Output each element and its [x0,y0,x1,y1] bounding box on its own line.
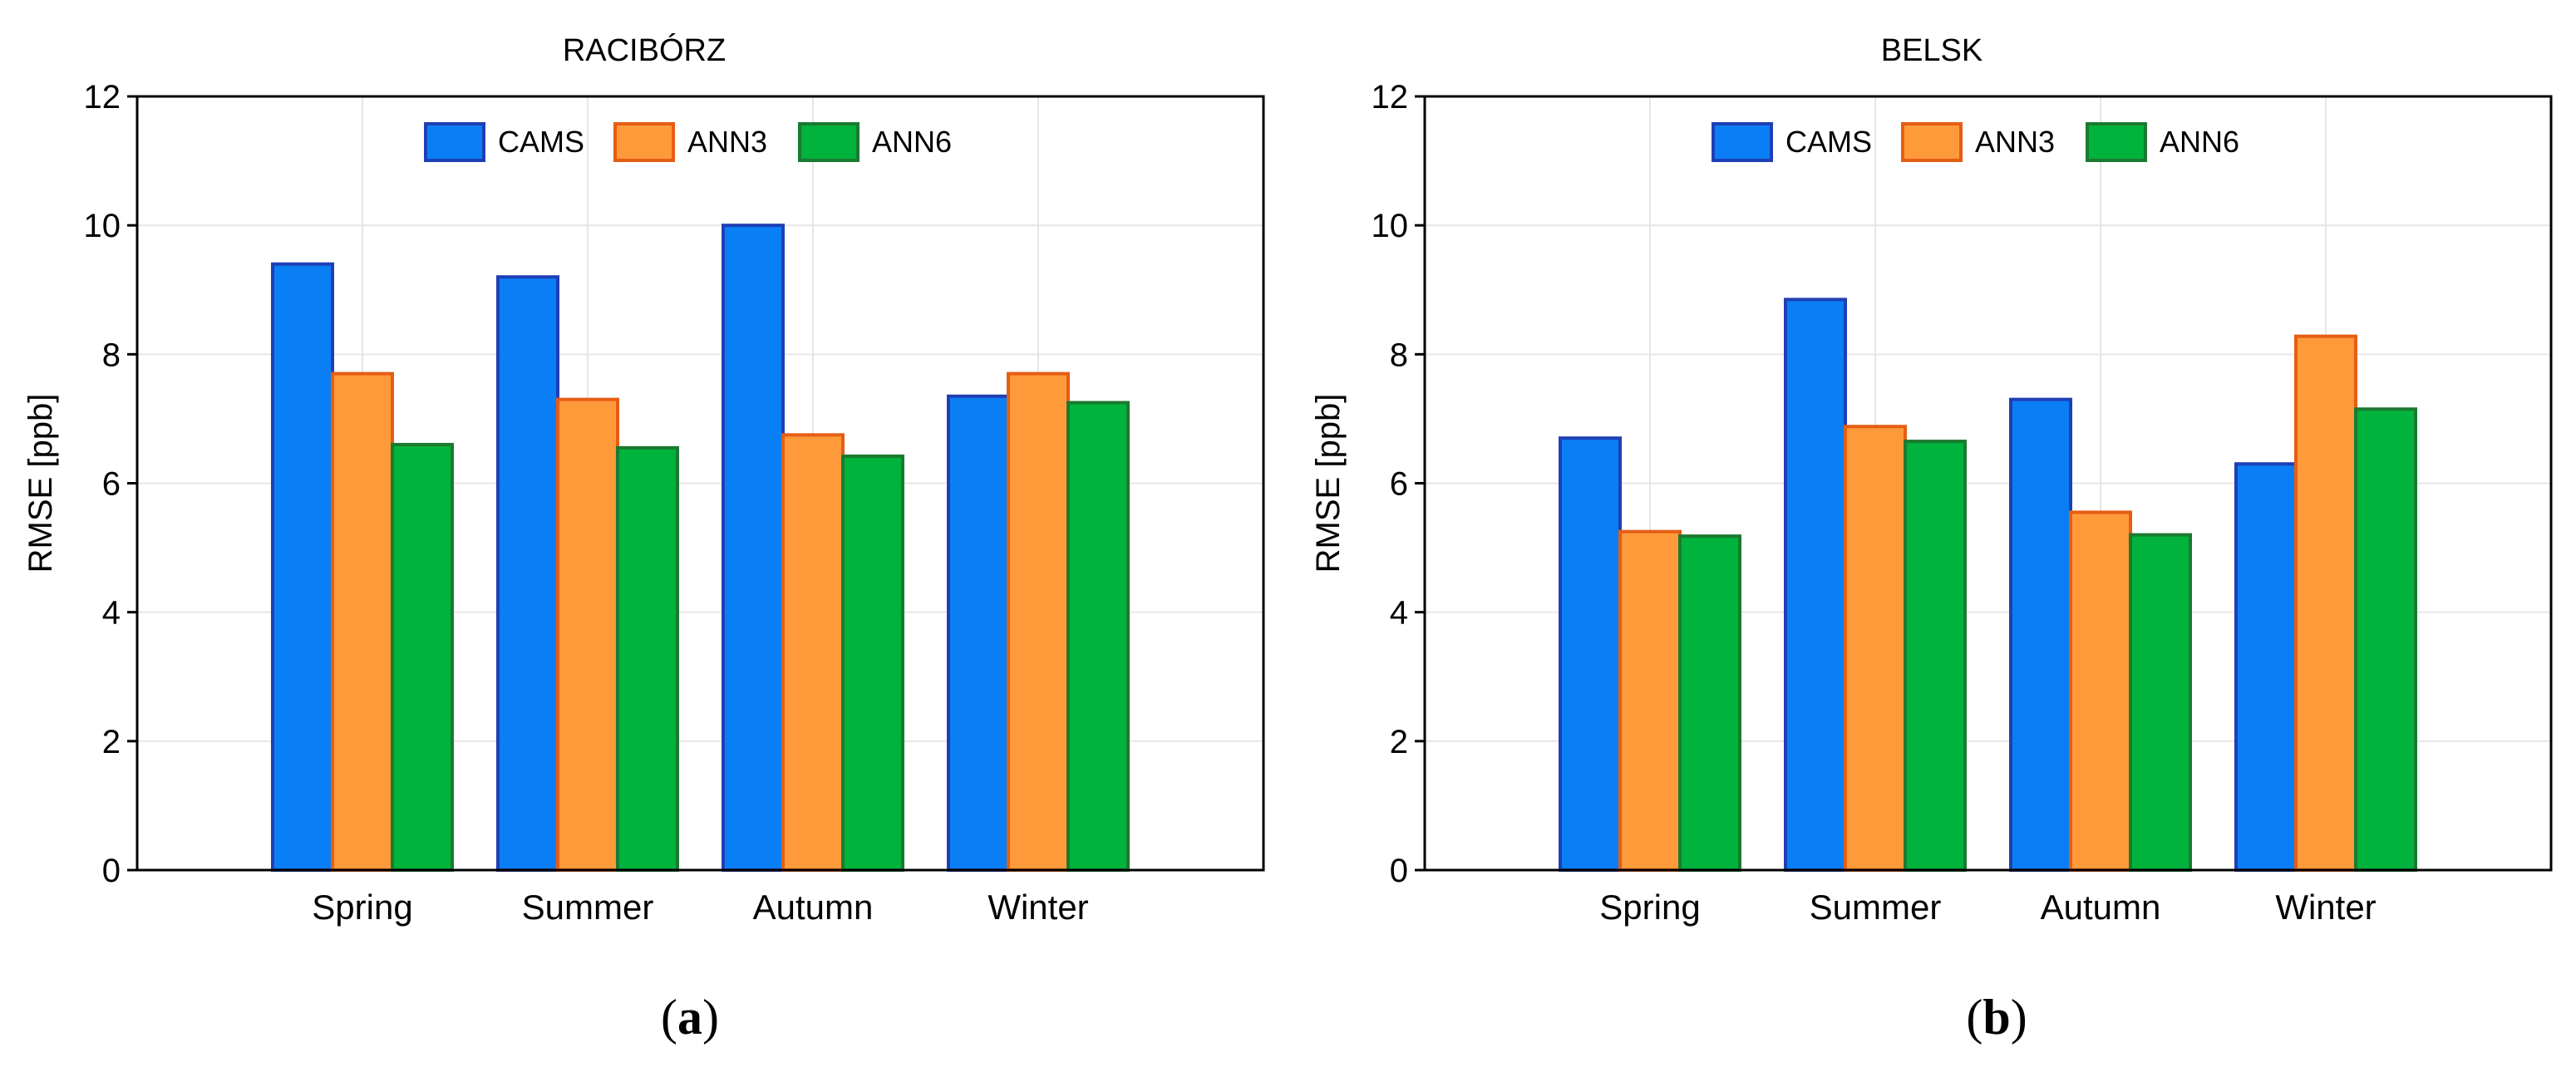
caption-letter: a [677,990,702,1045]
x-tick-label: Winter [988,888,1088,927]
y-tick-label: 4 [1390,595,1408,632]
bar-ann6-autumn [2129,533,2192,872]
plot-frame [135,95,1265,872]
y-tick-label: 2 [102,724,121,760]
bar-ann6-summer [616,445,679,872]
x-tick-label: Summer [1810,888,1942,927]
caption-a: (a) [661,989,719,1046]
x-tick-label: Winter [2275,888,2376,927]
bar-ann3-spring [1618,529,1682,872]
bar-ann6-autumn [841,454,904,872]
legend-label-ann3: ANN3 [687,125,767,159]
y-tick-label: 10 [84,208,121,244]
y-tick-label: 6 [1390,466,1408,503]
legend-label-ann3: ANN3 [1975,125,2055,159]
bar-ann3-autumn [781,433,845,872]
bar-cams-autumn [722,224,785,872]
legend-label-ann6: ANN6 [2160,125,2239,159]
bar-ann3-summer [556,397,619,872]
legend-label-cams: CAMS [498,125,584,159]
bar-ann3-winter [2294,334,2357,872]
chart-title: BELSK [1881,33,1983,68]
bar-ann6-summer [1904,440,1967,872]
y-axis-label: RMSE [ppb] [1310,394,1347,573]
y-tick-label: 10 [1372,208,1409,244]
y-tick-label: 8 [1390,337,1408,373]
caption-open-paren: ( [661,990,677,1045]
chart-panel-raciborz: RACIBÓRZ 0 2 4 6 8 10 12 Spring Summer Autumn Winte… [22,32,1265,927]
bar-ann6-winter [1066,401,1130,873]
x-tick-label: Spring [1599,888,1700,927]
caption-open-paren: ( [1966,990,1983,1045]
bar-ann6-spring [391,442,454,872]
bar-cams-spring [1559,436,1622,872]
chart-panel-belsk: BELSK 0 2 4 6 8 10 12 Spring Summer Autumn Winter RM… [1310,33,2553,927]
bar-ann3-summer [1844,425,1907,872]
legend-swatch-ann3 [613,122,675,162]
legend-label-cams: CAMS [1785,125,1872,159]
legend-swatch-ann3 [1901,122,1963,162]
legend-label-ann6: ANN6 [872,125,952,159]
bar-cams-winter [2234,462,2298,872]
caption-b: (b) [1966,989,2027,1046]
caption-letter: b [1982,990,2011,1045]
bar-ann3-autumn [2069,510,2132,872]
y-tick-label: 6 [102,466,121,503]
y-tick-label: 12 [84,79,121,116]
bar-ann3-winter [1007,371,1070,872]
x-tick-label: Spring [312,888,412,927]
bar-ann6-winter [2354,407,2417,872]
caption-close-paren: ) [702,990,719,1045]
legend-swatch-ann6 [2086,122,2147,162]
chart-title: RACIBÓRZ [563,32,726,68]
bar-cams-spring [271,262,334,872]
legend-swatch-cams [1712,122,1773,162]
caption-close-paren: ) [2010,990,2027,1045]
bar-ann6-spring [1678,534,1741,872]
bar-cams-summer [496,275,559,872]
y-tick-label: 12 [1372,79,1409,116]
bar-cams-winter [947,394,1010,872]
y-tick-label: 4 [102,595,121,632]
x-tick-label: Autumn [753,888,874,927]
x-tick-label: Summer [522,888,654,927]
bar-ann3-spring [331,371,394,872]
bar-cams-autumn [2009,397,2072,872]
plot-frame [1423,95,2553,872]
y-axis-label: RMSE [ppb] [22,394,59,573]
y-tick-label: 0 [1390,853,1408,889]
x-tick-label: Autumn [2041,888,2161,927]
legend-swatch-ann6 [798,122,859,162]
y-tick-label: 0 [102,853,121,889]
legend-swatch-cams [424,122,485,162]
bar-cams-summer [1784,298,1847,872]
y-tick-label: 2 [1390,724,1408,760]
y-tick-label: 8 [102,337,121,373]
